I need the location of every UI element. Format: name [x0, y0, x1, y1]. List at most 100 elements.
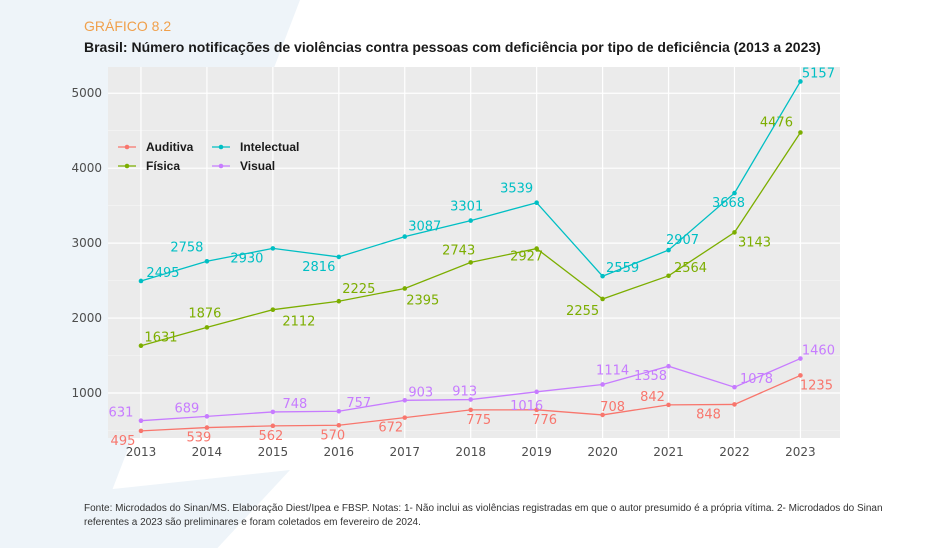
data-label: 2907: [666, 233, 699, 248]
legend-key-point: [124, 163, 130, 169]
line-chart: 1000 2000 3000 4000 5000 2013 2014 2015 2016 2017…: [71, 66, 840, 459]
data-label: 848: [696, 407, 721, 422]
legend-label: Auditiva: [146, 140, 194, 154]
data-label: 1460: [802, 344, 835, 359]
data-point: [666, 247, 671, 253]
chart-title: Brasil: Número notificações de violência…: [84, 39, 821, 55]
data-label: 672: [378, 421, 403, 436]
data-label: 2927: [510, 250, 543, 265]
x-tick-label: 2022: [719, 445, 750, 459]
data-label: 776: [532, 413, 557, 428]
data-label: 708: [600, 400, 625, 415]
data-point: [732, 384, 737, 390]
data-label: 3301: [450, 200, 483, 215]
data-label: 903: [408, 385, 433, 400]
data-point: [402, 234, 408, 239]
data-point: [402, 415, 408, 420]
data-point: [138, 418, 144, 423]
data-label: 1235: [800, 378, 833, 393]
data-point: [468, 260, 474, 265]
data-point: [798, 373, 803, 378]
data-point: [336, 254, 342, 260]
data-label: 2225: [342, 282, 375, 297]
data-label: 539: [187, 431, 212, 446]
data-point: [600, 273, 605, 279]
x-tick-label: 2015: [258, 445, 289, 459]
data-point: [468, 397, 474, 402]
data-label: 1078: [740, 372, 773, 387]
data-label: 1631: [144, 331, 177, 346]
data-label: 631: [109, 406, 134, 421]
chart-kicker: GRÁFICO 8.2: [84, 18, 172, 34]
data-label: 495: [111, 434, 136, 449]
data-point: [336, 298, 342, 304]
data-point: [798, 79, 803, 84]
data-point: [534, 407, 539, 413]
y-tick-label: 1000: [71, 386, 102, 400]
legend-key-point: [124, 144, 130, 150]
x-tick-label: 2021: [653, 445, 684, 459]
data-label: 757: [346, 396, 371, 411]
data-point: [204, 325, 210, 330]
data-label: 3539: [500, 182, 533, 197]
data-label: 2758: [170, 240, 203, 255]
x-tick-label: 2013: [126, 445, 157, 459]
data-label: 913: [452, 385, 477, 400]
data-label: 2495: [146, 266, 179, 281]
x-tick-label: 2017: [389, 445, 420, 459]
data-label: 748: [282, 397, 307, 412]
data-label: 3668: [712, 196, 745, 211]
source-footnote: Fonte: Microdados do Sinan/MS. Elaboraçã…: [84, 503, 883, 528]
data-point: [138, 343, 144, 349]
data-label: 2564: [674, 261, 707, 276]
legend-label: Intelectual: [240, 140, 299, 154]
data-label: 842: [640, 390, 665, 405]
data-label: 5157: [802, 66, 835, 81]
data-point: [534, 246, 539, 251]
data-point: [204, 414, 210, 419]
data-label: 2112: [282, 315, 315, 330]
data-point: [402, 286, 408, 291]
data-point: [138, 428, 144, 434]
data-label: 689: [175, 401, 200, 416]
data-point: [600, 412, 605, 418]
data-point: [270, 409, 276, 415]
data-label: 1016: [510, 399, 543, 414]
data-point: [402, 398, 408, 403]
y-tick-label: 3000: [71, 236, 102, 250]
data-point: [138, 278, 144, 284]
data-label: 2743: [442, 243, 475, 258]
data-label: 2395: [406, 293, 439, 308]
x-tick-label: 2019: [521, 445, 552, 459]
data-point: [798, 130, 803, 135]
x-tick-label: 2020: [587, 445, 618, 459]
plot-panel: [108, 67, 840, 438]
legend-label: Visual: [240, 159, 275, 173]
data-label: 2255: [566, 304, 599, 319]
data-point: [666, 363, 671, 369]
legend-key-point: [218, 163, 224, 169]
data-label: 2559: [606, 261, 639, 276]
data-label: 562: [258, 429, 283, 444]
data-point: [204, 425, 210, 430]
data-point: [600, 296, 605, 302]
data-label: 1114: [596, 363, 629, 378]
data-point: [270, 423, 276, 429]
data-label: 1358: [634, 369, 667, 384]
data-point: [666, 273, 671, 279]
data-label: 3087: [408, 220, 441, 235]
data-point: [270, 307, 276, 312]
data-label: 2930: [230, 251, 263, 266]
data-label: 570: [320, 428, 345, 443]
data-point: [336, 422, 342, 428]
data-label: 3143: [738, 235, 771, 250]
data-point: [534, 389, 539, 395]
data-point: [600, 382, 605, 387]
x-tick-label: 2018: [455, 445, 486, 459]
x-tick-label: 2014: [192, 445, 223, 459]
legend-key-point: [218, 144, 224, 150]
y-tick-label: 2000: [71, 311, 102, 325]
data-label: 1876: [188, 306, 221, 321]
y-tick-label: 5000: [71, 86, 102, 100]
y-tick-label: 4000: [71, 161, 102, 175]
